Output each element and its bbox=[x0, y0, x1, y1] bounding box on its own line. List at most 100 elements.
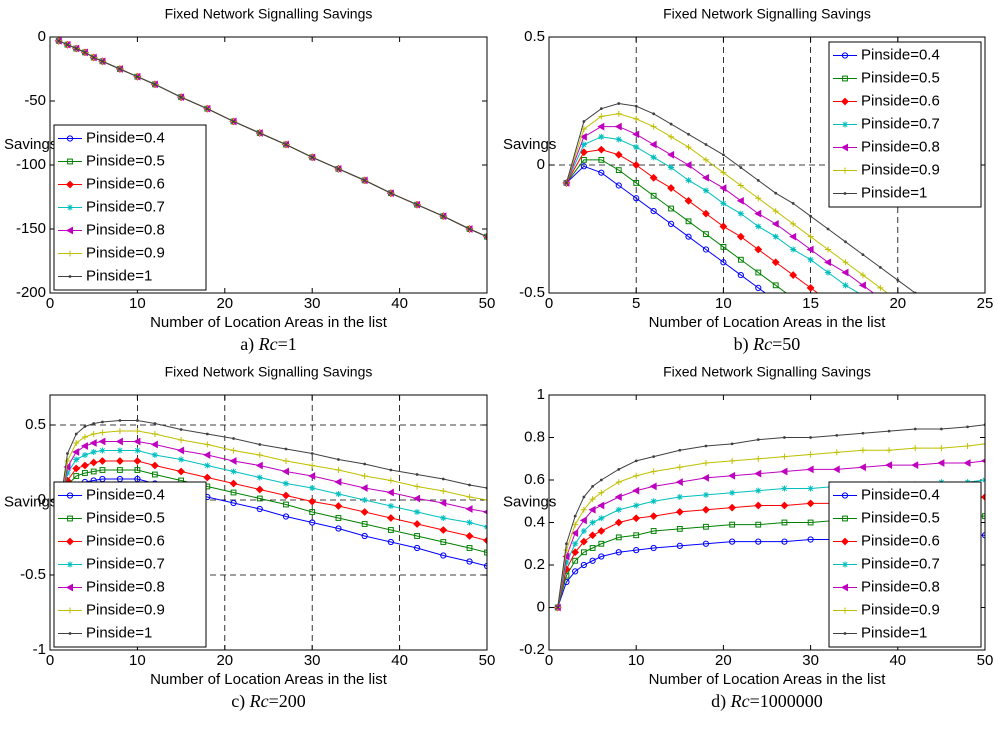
marker bbox=[703, 231, 709, 238]
marker bbox=[466, 545, 473, 551]
x-tick-label: 10 bbox=[628, 652, 645, 669]
marker bbox=[676, 525, 683, 532]
marker bbox=[309, 485, 316, 491]
marker bbox=[136, 419, 139, 422]
marker bbox=[580, 528, 587, 534]
legend-label: Pinside=0.6 bbox=[86, 532, 165, 549]
marker bbox=[580, 561, 587, 569]
marker bbox=[598, 489, 605, 496]
marker bbox=[912, 445, 919, 452]
marker bbox=[702, 156, 709, 163]
marker bbox=[668, 133, 675, 140]
marker bbox=[386, 488, 394, 497]
marker bbox=[73, 440, 80, 446]
y-axis-label: Savings bbox=[503, 493, 556, 510]
marker bbox=[597, 501, 605, 510]
marker bbox=[334, 502, 343, 510]
marker bbox=[771, 258, 780, 267]
marker bbox=[825, 269, 832, 276]
marker bbox=[675, 507, 684, 516]
marker bbox=[589, 557, 596, 564]
marker bbox=[572, 557, 579, 564]
marker bbox=[73, 473, 80, 479]
x-tick-label: 20 bbox=[216, 295, 233, 312]
marker bbox=[337, 167, 340, 171]
marker bbox=[633, 502, 640, 509]
marker bbox=[116, 428, 123, 434]
marker bbox=[756, 438, 760, 442]
marker bbox=[667, 184, 675, 192]
legend-label: Pinside=0.9 bbox=[861, 161, 940, 178]
marker bbox=[308, 497, 317, 506]
marker bbox=[615, 110, 622, 117]
marker bbox=[729, 521, 736, 528]
marker bbox=[571, 548, 580, 557]
series-line bbox=[58, 420, 487, 516]
marker bbox=[807, 536, 814, 543]
marker bbox=[841, 268, 849, 277]
marker bbox=[755, 455, 762, 462]
marker bbox=[840, 143, 848, 152]
marker bbox=[667, 150, 675, 159]
marker bbox=[652, 112, 656, 116]
marker bbox=[90, 449, 97, 455]
marker bbox=[588, 531, 597, 540]
marker bbox=[80, 442, 88, 450]
marker bbox=[82, 470, 88, 476]
marker bbox=[649, 173, 658, 182]
marker bbox=[414, 483, 421, 490]
marker bbox=[615, 549, 622, 556]
x-tick-label: 25 bbox=[977, 295, 994, 312]
marker bbox=[729, 457, 736, 464]
x-tick-label: 10 bbox=[129, 295, 146, 312]
marker bbox=[649, 512, 658, 521]
marker bbox=[704, 143, 708, 146]
marker bbox=[615, 506, 622, 513]
marker bbox=[439, 526, 448, 534]
marker bbox=[650, 468, 657, 475]
marker bbox=[68, 632, 72, 635]
marker bbox=[754, 501, 763, 510]
x-tick-label: 40 bbox=[889, 652, 906, 669]
marker bbox=[807, 519, 814, 526]
marker bbox=[886, 447, 893, 454]
marker bbox=[652, 455, 656, 459]
y-tick-label: 0 bbox=[537, 598, 545, 615]
chart-title: Fixed Network Signalling Savings bbox=[165, 364, 373, 380]
series-line bbox=[58, 469, 487, 553]
marker bbox=[806, 499, 815, 508]
marker bbox=[115, 437, 123, 446]
marker bbox=[179, 95, 183, 99]
marker bbox=[678, 448, 682, 452]
marker bbox=[633, 180, 640, 186]
legend-label: Pinside=0.4 bbox=[861, 46, 940, 63]
marker bbox=[687, 132, 690, 136]
marker bbox=[598, 169, 605, 176]
marker bbox=[841, 492, 849, 499]
marker bbox=[736, 196, 744, 205]
marker bbox=[774, 191, 778, 195]
marker bbox=[597, 527, 606, 535]
marker bbox=[72, 464, 81, 473]
marker bbox=[67, 607, 73, 614]
marker bbox=[877, 295, 883, 301]
marker bbox=[441, 477, 445, 481]
marker bbox=[74, 47, 78, 50]
marker bbox=[720, 200, 727, 207]
marker bbox=[178, 437, 185, 443]
marker bbox=[720, 259, 727, 266]
legend-label: Pinside=0.7 bbox=[861, 115, 940, 132]
marker bbox=[484, 233, 487, 240]
marker bbox=[151, 431, 158, 437]
marker bbox=[773, 298, 778, 303]
marker bbox=[282, 513, 290, 520]
y-tick-label: 0 bbox=[38, 491, 46, 508]
legend-label: Pinside=0.5 bbox=[86, 509, 165, 526]
marker bbox=[258, 443, 262, 446]
axes-frame bbox=[548, 394, 986, 651]
series-line bbox=[557, 443, 985, 608]
marker bbox=[737, 182, 744, 189]
marker bbox=[931, 304, 934, 307]
marker bbox=[563, 559, 570, 566]
marker bbox=[858, 281, 866, 290]
